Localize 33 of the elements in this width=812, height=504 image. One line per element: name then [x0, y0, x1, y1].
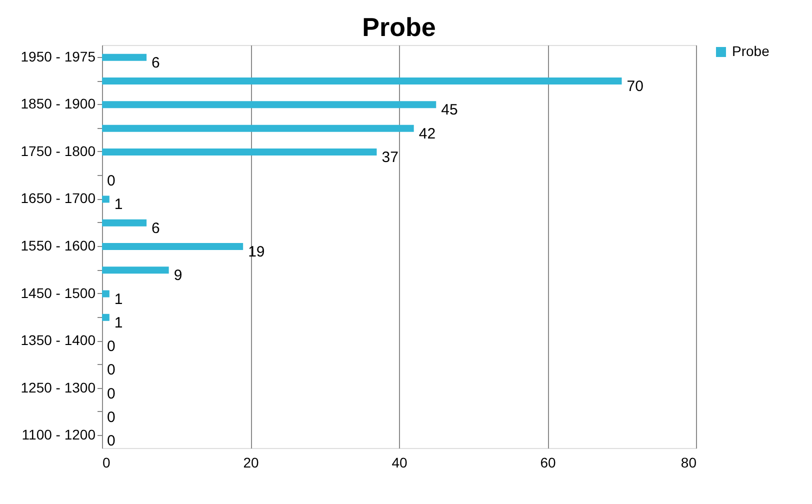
data-label: 6 [152, 220, 160, 237]
data-label: 0 [107, 172, 116, 190]
data-label: 0 [107, 432, 116, 450]
y-tick-label: 1450 - 1500 [20, 284, 96, 301]
legend-label: Probe [732, 43, 770, 59]
y-tick-label: 1100 - 1200 [22, 426, 96, 443]
data-label: 1 [114, 196, 123, 214]
data-label: 19 [248, 244, 265, 260]
y-tick-label: 1750 - 1800 [20, 142, 96, 159]
data-label: 6 [152, 54, 160, 72]
y-tick-label: 1250 - 1300 [20, 379, 96, 396]
data-label: 1 [114, 290, 123, 308]
x-tick-label: 60 [540, 454, 556, 470]
x-tick-label: 20 [243, 454, 259, 470]
y-tick-label: 1950 - 1975 [20, 48, 96, 64]
data-label: 0 [107, 338, 116, 356]
x-tick-label: 0 [102, 454, 110, 470]
data-label: 1 [114, 314, 123, 332]
data-label: 45 [441, 102, 458, 119]
y-tick-label: 1850 - 1900 [20, 96, 96, 112]
data-label: 37 [382, 148, 398, 166]
x-tick-label: 80 [680, 454, 697, 470]
y-tick-label: 1350 - 1400 [20, 332, 96, 348]
data-label: 42 [418, 125, 436, 142]
data-label: 0 [107, 385, 116, 402]
y-tick-label: 1550 - 1600 [20, 238, 96, 254]
data-label: 0 [107, 408, 116, 426]
data-label: 0 [107, 362, 116, 379]
data-label: 70 [626, 78, 644, 96]
data-label: 9 [174, 267, 182, 284]
y-tick-label: 1650 - 1700 [20, 190, 96, 206]
x-tick-label: 40 [392, 454, 408, 470]
chart-title: Probe [362, 12, 436, 42]
